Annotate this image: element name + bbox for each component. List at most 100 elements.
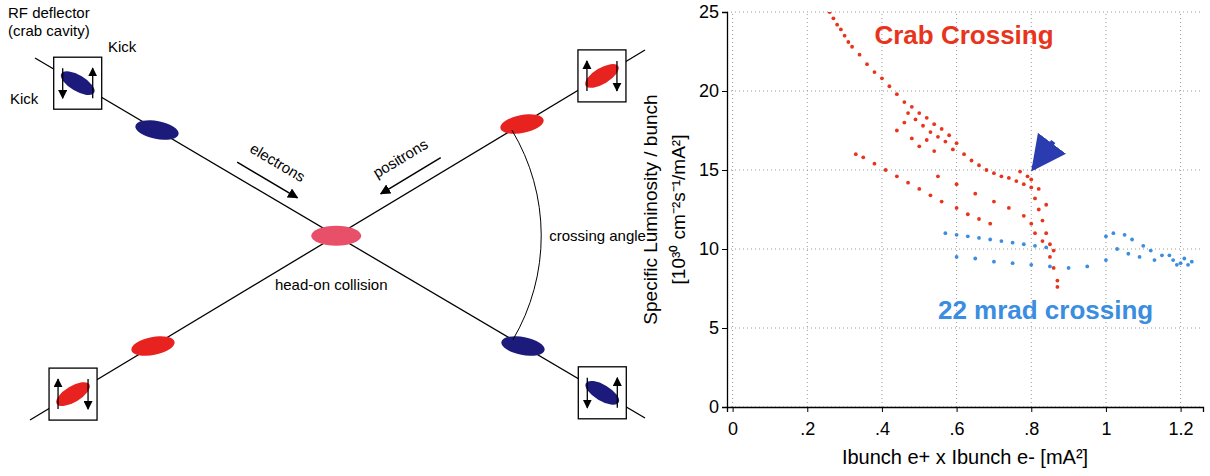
tick-label: 0 (709, 397, 719, 417)
point (977, 217, 981, 221)
kick-arrow (586, 61, 587, 91)
point (835, 23, 839, 27)
point (1182, 257, 1186, 261)
tick-label: .2 (800, 419, 815, 439)
grid-line (1180, 12, 1181, 407)
point (843, 34, 847, 38)
point (1085, 264, 1089, 268)
point (910, 105, 914, 109)
kick-arrow (57, 379, 58, 409)
point (1044, 231, 1048, 235)
point (1011, 261, 1015, 265)
point (910, 137, 914, 141)
grid-line (732, 12, 733, 407)
point (1029, 263, 1033, 267)
point (1000, 174, 1004, 178)
kick-arrow (587, 378, 588, 408)
y-axis-title: [10³⁰ cm⁻²s⁻¹/mA²] (668, 135, 689, 285)
point (880, 76, 884, 80)
tick-mark (722, 91, 727, 92)
point (1048, 264, 1052, 268)
annotation: 22 mrad crossing (938, 295, 1153, 325)
point (1011, 241, 1015, 245)
tick: 15 (699, 160, 727, 180)
crab-cavity (54, 57, 102, 109)
points (828, 12, 1194, 289)
grid-line (1031, 12, 1032, 407)
point (932, 122, 936, 126)
tick-label: .8 (1024, 419, 1039, 439)
point (988, 222, 992, 226)
point (1014, 179, 1018, 183)
grid-line (1105, 12, 1106, 407)
point (955, 141, 959, 145)
point (1130, 238, 1134, 242)
bunch (582, 59, 623, 92)
point (940, 200, 944, 204)
kick-arrow (87, 379, 88, 409)
kick-arrow (92, 68, 93, 98)
point (1067, 266, 1071, 270)
point (902, 100, 906, 104)
figure: electronspositronscrossing anglehead-on … (0, 0, 1210, 476)
point (1115, 247, 1119, 251)
point (1052, 266, 1056, 270)
axis-line (722, 13, 728, 408)
point (1048, 255, 1052, 259)
beam-line (35, 58, 645, 418)
point (832, 16, 836, 20)
point (917, 144, 921, 148)
point (1022, 214, 1026, 218)
diagram: electronspositronscrossing anglehead-on … (8, 4, 646, 420)
point (962, 152, 966, 156)
tick-label: 15 (699, 160, 719, 180)
point (936, 135, 940, 139)
tick: 25 (699, 2, 727, 22)
tick-label: 1.2 (1169, 419, 1194, 439)
point (1044, 246, 1048, 250)
grid-line (881, 12, 882, 407)
point (854, 152, 858, 156)
bunch (582, 376, 623, 409)
tick-label: 25 (699, 2, 719, 22)
tick: 0 (709, 397, 727, 417)
point (895, 174, 899, 178)
tick: .2 (800, 407, 815, 439)
point (1104, 258, 1108, 262)
tick-mark (1031, 407, 1032, 412)
point (1123, 233, 1127, 237)
point (1052, 249, 1056, 253)
point (1168, 253, 1172, 257)
point (925, 116, 929, 120)
point (955, 206, 959, 210)
point (888, 84, 892, 88)
point (951, 148, 955, 152)
point (955, 182, 959, 186)
point (828, 12, 832, 14)
point (940, 127, 944, 131)
point (873, 70, 877, 74)
point (1037, 208, 1041, 212)
point (944, 140, 948, 144)
kick-arrow (62, 68, 63, 98)
tick: 0 (728, 407, 738, 439)
point (850, 45, 854, 49)
point (1033, 197, 1037, 201)
point (1149, 249, 1153, 253)
point (985, 168, 989, 172)
tick-label: 5 (709, 318, 719, 338)
point (1029, 185, 1033, 189)
point (1048, 242, 1052, 246)
annotation-arrow (1033, 142, 1053, 169)
bunch (134, 117, 181, 143)
point (906, 111, 910, 115)
point (1007, 176, 1011, 180)
point (839, 27, 843, 31)
point (955, 233, 959, 237)
point (1041, 239, 1045, 243)
grid-line (807, 12, 808, 407)
point (992, 260, 996, 264)
point (955, 255, 959, 259)
beam-label: electrons (247, 140, 308, 186)
x-axis-title: Ibunch e+ x Ibunch e- [mA²] (842, 446, 1088, 468)
